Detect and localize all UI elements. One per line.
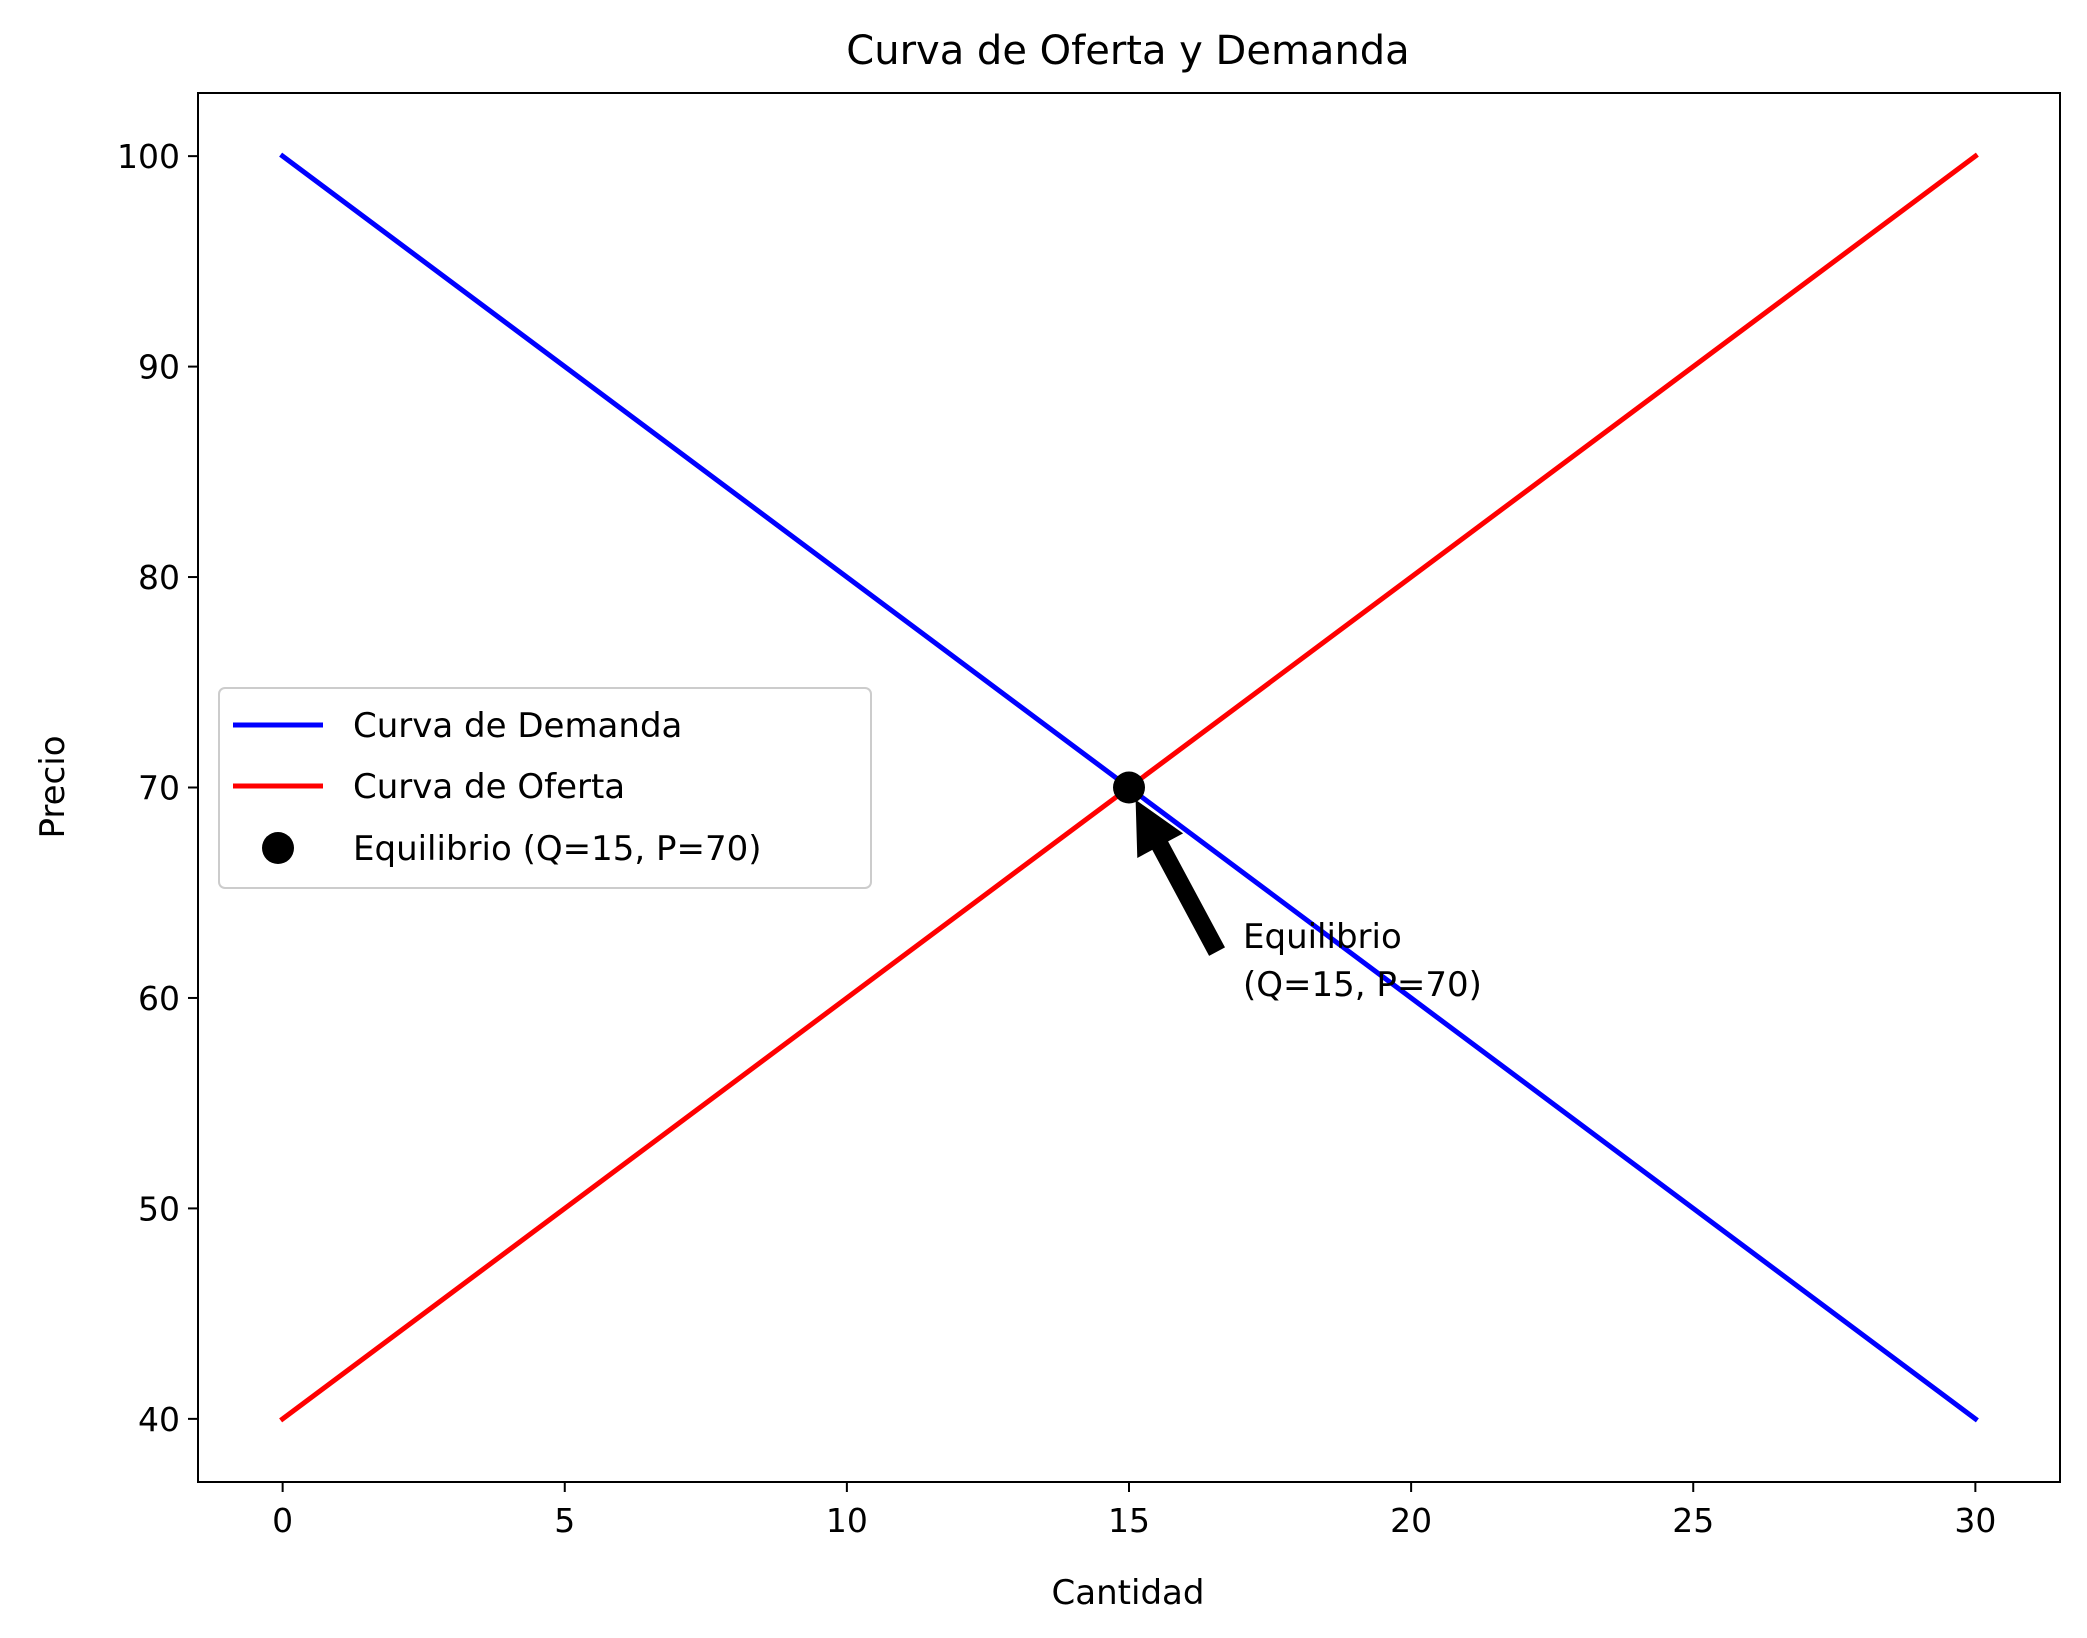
chart-title: Curva de Oferta y Demanda (846, 28, 1409, 74)
legend-supply-label: Curva de Oferta (353, 767, 625, 807)
x-tick-label: 5 (554, 1501, 575, 1540)
legend-equilibrium-marker (262, 832, 294, 864)
y-tick-label: 90 (138, 348, 180, 387)
equilibrium-point (1113, 771, 1145, 804)
x-tick-label: 25 (1672, 1501, 1714, 1540)
y-tick-label: 100 (117, 137, 180, 176)
annotation-text: Equilibrio (Q=15, P=70) (1243, 917, 1482, 1005)
plot-lines (279, 152, 1979, 1423)
y-axis: 40 50 60 70 80 90 100 (117, 137, 198, 1439)
y-tick-label: 40 (138, 1400, 180, 1439)
x-tick-label: 0 (272, 1501, 293, 1540)
annotation: Equilibrio (Q=15, P=70) (1135, 799, 1482, 1005)
legend-demand-label: Curva de Demanda (353, 706, 682, 746)
y-axis-label: Precio (33, 736, 73, 839)
annotation-arrow (1135, 799, 1225, 956)
x-axis: 0 5 10 15 20 25 30 (272, 1482, 1996, 1540)
legend: Curva de Demanda Curva de Oferta Equilib… (218, 687, 872, 889)
x-axis-label: Cantidad (1052, 1573, 1205, 1613)
x-tick-label: 20 (1390, 1501, 1432, 1540)
x-tick-label: 15 (1108, 1501, 1150, 1540)
y-tick-label: 50 (138, 1189, 180, 1228)
y-tick-label: 80 (138, 558, 180, 597)
y-tick-label: 70 (138, 769, 180, 808)
annotation-line-1: Equilibrio (1243, 917, 1402, 957)
x-tick-label: 10 (826, 1501, 868, 1540)
annotation-line-2: (Q=15, P=70) (1243, 965, 1482, 1005)
y-tick-label: 60 (138, 979, 180, 1018)
legend-box (218, 687, 872, 889)
legend-equilibrium-label: Equilibrio (Q=15, P=70) (353, 829, 761, 869)
x-tick-label: 30 (1954, 1501, 1996, 1540)
